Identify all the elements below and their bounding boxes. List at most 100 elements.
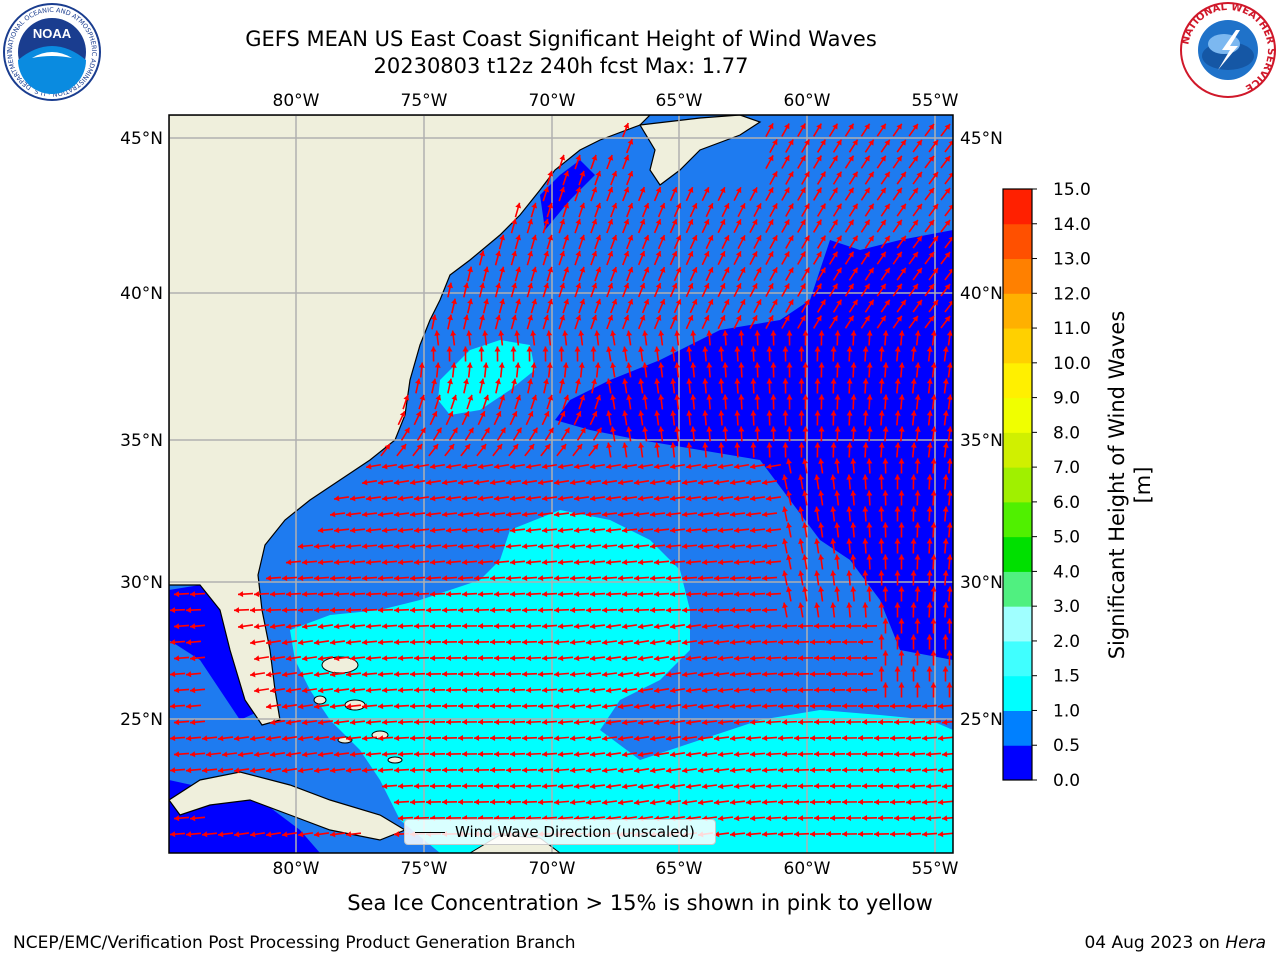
colorbar-segment-0 bbox=[1003, 745, 1032, 781]
wave-arrow-1234 bbox=[733, 687, 750, 694]
wave-arrow-549 bbox=[642, 426, 649, 442]
wave-arrow-1380 bbox=[841, 735, 858, 742]
wave-arrow-1165 bbox=[361, 671, 378, 678]
wave-arrow-433 bbox=[463, 378, 469, 394]
wave-arrow-985 bbox=[441, 607, 458, 614]
wave-arrow-389 bbox=[846, 346, 853, 362]
wave-arrow-770 bbox=[525, 527, 542, 534]
wave-arrow-1128 bbox=[509, 655, 526, 662]
wave-arrow-461 bbox=[910, 378, 917, 394]
wave-arrow-1603 bbox=[329, 831, 346, 838]
wave-arrow-420 bbox=[802, 362, 809, 378]
low-wave-region-gulf bbox=[169, 585, 262, 720]
wave-arrow-8 bbox=[876, 123, 887, 137]
wave-arrow-320 bbox=[797, 315, 806, 329]
wave-arrow-765 bbox=[445, 527, 462, 534]
wave-arrow-471 bbox=[514, 394, 522, 410]
wave-arrow-913 bbox=[798, 570, 805, 586]
wave-arrow-1463 bbox=[601, 767, 618, 774]
wave-arrow-1312 bbox=[541, 719, 558, 726]
wave-arrow-352 bbox=[786, 330, 793, 346]
wave-arrow-628 bbox=[733, 463, 750, 470]
wave-arrow-438 bbox=[543, 378, 549, 394]
wave-arrow-1513 bbox=[829, 783, 846, 790]
wave-arrow-1044 bbox=[637, 623, 654, 630]
footer-date: 04 Aug 2023 on Hera bbox=[1084, 933, 1266, 953]
wave-arrow-221 bbox=[769, 267, 778, 281]
colorbar-tick-11: 9.0 bbox=[1053, 389, 1080, 409]
wave-arrow-967 bbox=[914, 586, 921, 602]
wave-arrow-1537 bbox=[649, 799, 666, 806]
wave-arrow-1518 bbox=[909, 783, 926, 790]
wave-arrow-658 bbox=[617, 479, 634, 486]
wave-arrow-1638 bbox=[921, 831, 938, 838]
wave-arrow-574 bbox=[460, 443, 471, 457]
wave-arrow-873 bbox=[850, 554, 857, 570]
wave-arrow-1533 bbox=[585, 799, 602, 806]
wave-arrow-282 bbox=[721, 298, 730, 314]
wave-arrow-1019 bbox=[237, 623, 254, 630]
wave-arrow-1475 bbox=[793, 767, 810, 774]
wave-arrow-559 bbox=[802, 426, 809, 442]
wave-arrow-143 bbox=[498, 234, 506, 250]
wave-arrow-1478 bbox=[841, 767, 858, 774]
wave-arrow-466 bbox=[434, 394, 442, 410]
wave-arrow-1474 bbox=[777, 767, 794, 774]
wave-arrow-842 bbox=[349, 559, 366, 566]
wave-arrow-998 bbox=[649, 607, 666, 614]
wave-arrow-657 bbox=[601, 479, 618, 486]
wave-arrow-1247 bbox=[946, 682, 953, 698]
wave-arrow-1222 bbox=[541, 687, 558, 694]
wave-arrow-514 bbox=[638, 410, 645, 426]
wave-arrow-1034 bbox=[477, 623, 494, 630]
wave-arrow-659 bbox=[633, 479, 650, 486]
wave-arrow-1280 bbox=[745, 703, 762, 710]
wave-arrow-15 bbox=[785, 139, 794, 153]
wave-arrow-366 bbox=[478, 346, 485, 362]
wave-arrow-200 bbox=[924, 251, 935, 265]
lat-label-left-1: 40°N bbox=[120, 284, 163, 304]
wave-arrow-1391 bbox=[237, 751, 254, 758]
wave-arrow-706 bbox=[765, 495, 782, 502]
wave-arrow-1469 bbox=[697, 767, 714, 774]
wave-arrow-846 bbox=[413, 559, 430, 566]
wave-arrow-1185 bbox=[681, 671, 698, 678]
wave-arrow-676 bbox=[910, 474, 917, 490]
wave-arrow-1502 bbox=[653, 783, 670, 790]
wave-arrow-661 bbox=[665, 479, 682, 486]
wave-arrow-887 bbox=[377, 575, 394, 582]
wave-arrow-1164 bbox=[345, 671, 362, 678]
wave-arrow-390 bbox=[862, 346, 869, 362]
wave-arrow-1438 bbox=[201, 767, 218, 774]
lon-label-bottom-5: 55°W bbox=[912, 859, 959, 879]
wave-arrow-910 bbox=[745, 575, 762, 582]
wave-arrow-1588 bbox=[877, 815, 894, 822]
wave-arrow-1250 bbox=[265, 703, 282, 710]
wave-arrow-923 bbox=[173, 591, 190, 598]
wave-arrow-775 bbox=[605, 527, 622, 534]
wave-arrow-1017 bbox=[173, 623, 190, 630]
wave-arrow-1413 bbox=[589, 751, 606, 758]
wave-arrow-907 bbox=[697, 575, 714, 582]
wave-arrow-411 bbox=[658, 362, 665, 378]
wave-arrow-732 bbox=[553, 511, 570, 518]
wave-arrow-1449 bbox=[377, 767, 394, 774]
wave-arrow-1386 bbox=[937, 735, 953, 742]
wave-arrow-1540 bbox=[697, 799, 714, 806]
wave-arrow-1477 bbox=[825, 767, 842, 774]
wave-arrow-961 bbox=[818, 586, 825, 602]
wave-arrow-85 bbox=[924, 187, 935, 201]
wave-arrow-64 bbox=[590, 186, 598, 202]
wave-arrow-1585 bbox=[829, 815, 846, 822]
wave-arrow-123 bbox=[637, 218, 646, 234]
wave-arrow-190 bbox=[765, 251, 774, 265]
chart-title: GEFS MEAN US East Coast Significant Heig… bbox=[245, 27, 877, 51]
wave-arrow-260 bbox=[876, 283, 887, 297]
wave-arrow-1286 bbox=[841, 703, 858, 710]
wave-arrow-558 bbox=[786, 426, 793, 442]
wave-arrow-387 bbox=[814, 346, 821, 362]
wave-arrow-507 bbox=[525, 410, 534, 426]
wave-arrow-343 bbox=[642, 330, 649, 346]
wave-arrow-733 bbox=[569, 511, 586, 518]
wave-arrow-24 bbox=[928, 139, 939, 153]
